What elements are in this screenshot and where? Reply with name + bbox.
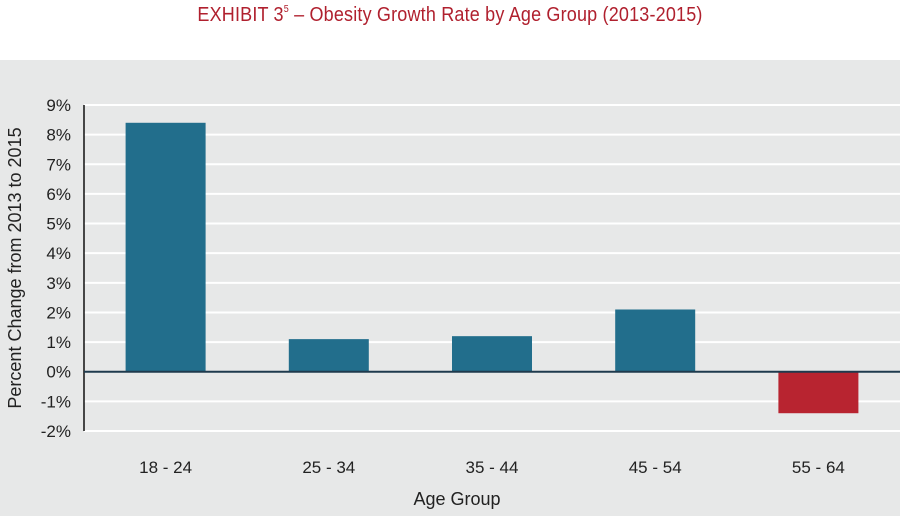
y-tick-label: -2% — [41, 422, 71, 441]
bar-35-44 — [452, 336, 532, 372]
y-tick-label: 8% — [46, 126, 71, 145]
x-tick-label: 45 - 54 — [629, 458, 682, 477]
chart-title: EXHIBIT 35 – Obesity Growth Rate by Age … — [45, 4, 855, 27]
y-tick-label: 7% — [46, 155, 71, 174]
bar-18-24 — [125, 122, 206, 372]
chart-title-main: EXHIBIT 3 — [197, 4, 284, 26]
bar-25-34 — [288, 339, 369, 372]
y-tick-label: 4% — [46, 244, 71, 263]
x-tick-labels: 18 - 24 25 - 34 35 - 44 45 - 54 55 - 64 — [139, 458, 845, 477]
x-tick-label: 35 - 44 — [466, 458, 519, 477]
y-axis-label: Percent Change from 2013 to 2015 — [5, 127, 25, 408]
bar-45-54 — [615, 309, 696, 372]
x-tick-label: 18 - 24 — [139, 458, 192, 477]
y-tick-label: 3% — [46, 274, 71, 293]
chart-title-rest: – Obesity Growth Rate by Age Group (2013… — [288, 4, 703, 26]
y-tick-label: 5% — [46, 215, 71, 234]
x-axis-label: Age Group — [413, 489, 500, 509]
x-tick-label: 55 - 64 — [792, 458, 845, 477]
y-tick-label: 6% — [46, 185, 71, 204]
y-tick-labels: -2% -1% 0% 1% 2% 3% 4% 5% 6% 7% 8% 9% — [41, 96, 71, 441]
axes — [83, 105, 900, 431]
bars — [125, 122, 859, 414]
gridlines — [84, 104, 900, 432]
y-tick-label: 1% — [46, 333, 71, 352]
x-tick-label: 25 - 34 — [302, 458, 355, 477]
bar-55-64 — [778, 371, 859, 414]
y-tick-label: 9% — [46, 96, 71, 115]
y-tick-label: 2% — [46, 303, 71, 322]
y-tick-label: 0% — [46, 363, 71, 382]
chart-title-footnote: 5 — [283, 4, 289, 15]
y-tick-label: -1% — [41, 392, 71, 411]
